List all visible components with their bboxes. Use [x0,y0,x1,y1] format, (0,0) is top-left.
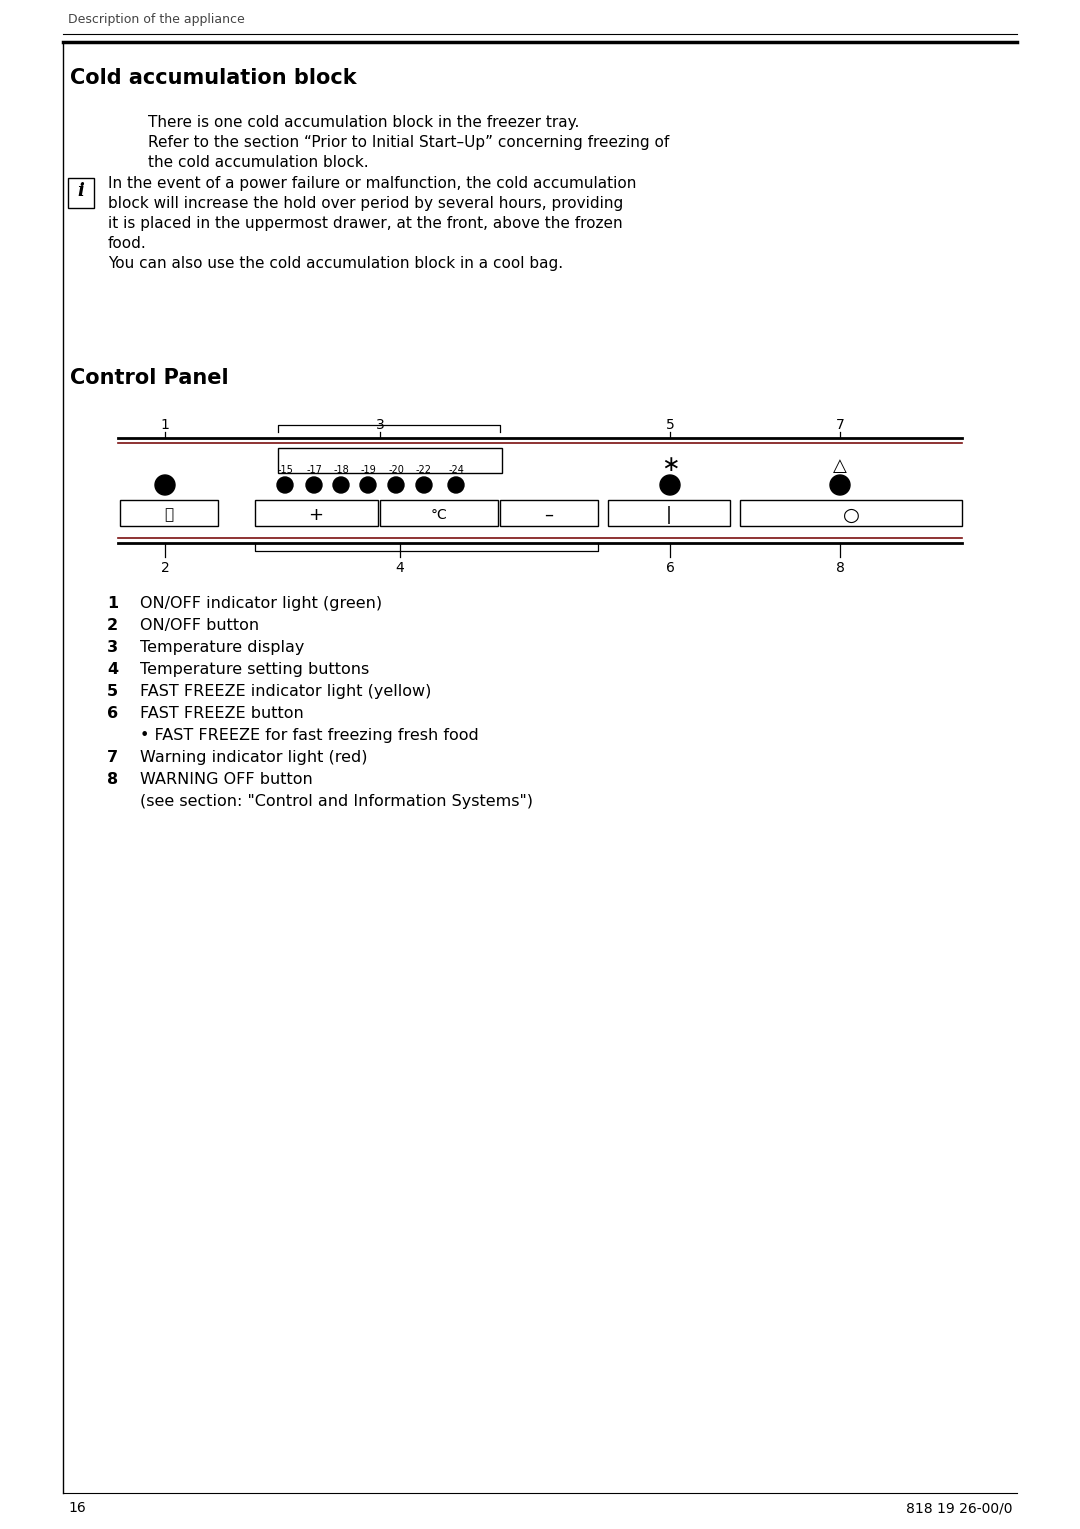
Circle shape [360,477,376,492]
Text: -19: -19 [360,465,376,476]
Text: 5: 5 [665,417,674,433]
Text: i: i [78,182,84,200]
Bar [120,500,218,526]
Circle shape [333,477,349,492]
Text: Description of the appliance: Description of the appliance [68,14,245,26]
Bar [500,500,598,526]
Text: 7: 7 [107,751,118,764]
Text: block will increase the hold over period by several hours, providing: block will increase the hold over period… [108,196,623,211]
Text: 1: 1 [161,417,170,433]
Text: ON/OFF indicator light (green): ON/OFF indicator light (green) [140,596,382,612]
Circle shape [448,477,464,492]
Text: 8: 8 [107,772,118,787]
Text: food.: food. [108,235,147,251]
Text: -15: -15 [278,465,293,476]
Text: • FAST FREEZE for fast freezing fresh food: • FAST FREEZE for fast freezing fresh fo… [140,728,478,743]
Text: ⓪: ⓪ [164,508,174,523]
Text: –: – [544,506,554,524]
Text: 4: 4 [395,561,404,575]
Text: FAST FREEZE button: FAST FREEZE button [140,706,303,722]
Text: -20: -20 [388,465,404,476]
Text: 2: 2 [161,561,170,575]
Text: Refer to the section “Prior to Initial Start–Up” concerning freezing of: Refer to the section “Prior to Initial S… [148,135,670,150]
Circle shape [416,477,432,492]
Text: You can also use the cold accumulation block in a cool bag.: You can also use the cold accumulation b… [108,255,563,271]
Text: it is placed in the uppermost drawer, at the front, above the frozen: it is placed in the uppermost drawer, at… [108,216,623,231]
Bar [608,500,730,526]
Text: +: + [309,506,324,524]
Text: 1: 1 [107,596,118,612]
Text: 5: 5 [107,683,118,699]
Text: 16: 16 [68,1501,85,1515]
Circle shape [306,477,322,492]
Text: Warning indicator light (red): Warning indicator light (red) [140,751,367,764]
Text: the cold accumulation block.: the cold accumulation block. [148,154,368,170]
Text: 3: 3 [107,641,118,654]
Text: In the event of a power failure or malfunction, the cold accumulation: In the event of a power failure or malfu… [108,176,636,191]
Text: 2: 2 [107,618,118,633]
Circle shape [156,476,175,495]
Text: °C: °C [431,508,447,521]
Text: 7: 7 [836,417,845,433]
Text: -18: -18 [333,465,349,476]
Text: 8: 8 [836,561,845,575]
Text: -17: -17 [306,465,322,476]
Text: WARNING OFF button: WARNING OFF button [140,772,313,787]
Text: 818 19 26-00/0: 818 19 26-00/0 [905,1501,1012,1515]
Text: |: | [666,506,672,524]
Text: 6: 6 [107,706,118,722]
Text: (see section: "Control and Information Systems"): (see section: "Control and Information S… [140,794,534,809]
Text: △: △ [833,457,847,476]
Text: Cold accumulation block: Cold accumulation block [70,67,356,89]
Text: Control Panel: Control Panel [70,368,229,388]
Circle shape [276,477,293,492]
Text: Temperature setting buttons: Temperature setting buttons [140,662,369,677]
Bar [68,177,94,208]
Text: ON/OFF button: ON/OFF button [140,618,259,633]
Text: -22: -22 [416,465,432,476]
Bar [278,448,502,472]
Circle shape [831,476,850,495]
Text: There is one cold accumulation block in the freezer tray.: There is one cold accumulation block in … [148,115,579,130]
Text: -24: -24 [448,465,464,476]
Text: 3: 3 [376,417,384,433]
Bar [255,500,378,526]
Text: ○: ○ [842,506,860,524]
Circle shape [660,476,680,495]
Text: ∗: ∗ [661,456,679,476]
Text: 6: 6 [665,561,674,575]
Text: Temperature display: Temperature display [140,641,305,654]
Text: 4: 4 [107,662,118,677]
Bar [740,500,962,526]
Circle shape [388,477,404,492]
Bar [380,500,498,526]
Text: FAST FREEZE indicator light (yellow): FAST FREEZE indicator light (yellow) [140,683,431,699]
